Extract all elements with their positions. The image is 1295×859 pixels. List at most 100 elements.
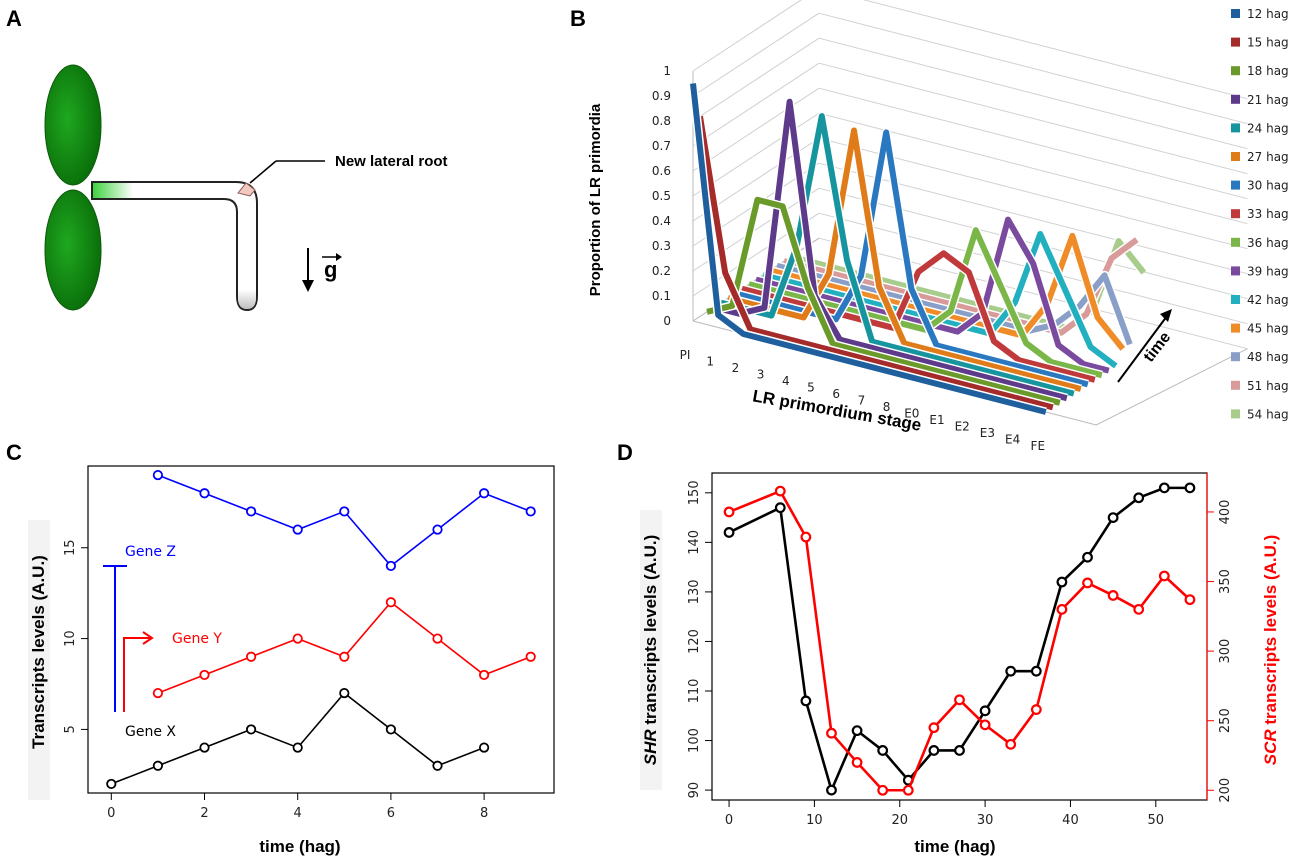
- d-right-tick-label: 350: [1218, 569, 1233, 594]
- d-point-SHR: [1056, 576, 1068, 588]
- d-point-SHR: [774, 502, 786, 514]
- b-legend-label: 39 hag: [1247, 264, 1289, 278]
- c-y-tick-label: 5: [63, 725, 78, 733]
- b-x-tick-label: E4: [1005, 433, 1020, 447]
- b-legend-swatch: [1231, 180, 1240, 190]
- d-left-tick-label: 150: [687, 480, 702, 505]
- b-y-tick-label: 0.8: [652, 114, 671, 128]
- b-series-ribbon-3: [713, 98, 1068, 402]
- root-tip: [238, 290, 256, 309]
- c-gene-y-arrow-head: [142, 631, 154, 645]
- d-point-SCR: [1107, 590, 1119, 601]
- d-point-SCR: [902, 784, 914, 796]
- b-side-gridline: [692, 12, 820, 97]
- d-point-SHR: [954, 745, 965, 756]
- d-point-SHR: [800, 695, 812, 707]
- c-point: [246, 506, 257, 517]
- panel-label-b: B: [570, 6, 586, 31]
- b-legend-swatch: [1231, 123, 1240, 133]
- b-x-tick-label: 6: [832, 387, 840, 401]
- d-point-SHR: [1082, 551, 1093, 563]
- b-series-ribbon-7: [741, 250, 1096, 383]
- c-point: [432, 633, 443, 644]
- cotyledon-lower: [44, 189, 102, 311]
- c-y-tick-label: 15: [63, 539, 78, 556]
- c-point: [525, 651, 536, 662]
- b-legend-swatch: [1231, 295, 1240, 304]
- c-point: [152, 687, 163, 699]
- b-legend-label: 42 hag: [1247, 293, 1289, 307]
- b-back-gridline: [818, 12, 1248, 125]
- d-point-SHR: [928, 745, 940, 756]
- d-point-SHR: [979, 705, 991, 717]
- b-y-tick-label: 0.7: [652, 139, 671, 153]
- c-gene-x-label: Gene X: [125, 724, 176, 740]
- b-legend: 12 hag 15 hag 18 hag 21 hag 24 hag 27 hag 30 h…: [1231, 7, 1289, 421]
- d-right-axis-label-rest: transcripts levels (A.U.): [1261, 535, 1280, 730]
- c-series-line-1: [157, 601, 531, 694]
- panel-a-diagram: New lateral root g: [44, 64, 448, 312]
- d-point-SCR: [1133, 603, 1145, 615]
- c-point: [152, 760, 163, 771]
- d-series: [723, 482, 1196, 796]
- panel-d-chart: 0 10 20 30 40 50 90 100 110 120 130 140 150 200 250 300…: [640, 472, 1280, 856]
- d-axes: 0 10 20 30 40 50 90 100 110 120 130 140 150 200 250 300…: [687, 473, 1233, 828]
- b-back-gridline: [818, 62, 1248, 175]
- c-point: [292, 742, 303, 753]
- c-ylabel-background: [28, 520, 50, 800]
- b-side-gridline: [692, 87, 820, 172]
- d-x-axis-label: time (hag): [914, 837, 995, 856]
- b-x-tick-label: E1: [929, 413, 944, 427]
- c-point: [385, 597, 396, 608]
- b-legend-swatch: [1231, 380, 1240, 390]
- b-series-ribbon-0: [690, 83, 1047, 415]
- d-point-SHR: [723, 527, 735, 538]
- c-point: [385, 724, 396, 735]
- gravity-vector-head: [336, 253, 342, 261]
- gravity-label: g: [324, 257, 337, 282]
- d-right-tick-label: 300: [1218, 639, 1233, 664]
- d-point-SCR: [800, 531, 812, 543]
- b-y-tick-label: 0.6: [652, 164, 671, 178]
- d-x-tick-label: 0: [725, 813, 733, 828]
- d-x-tick-label: 30: [977, 813, 994, 828]
- b-legend-swatch: [1231, 266, 1240, 276]
- b-y-tick-label: 0: [663, 314, 671, 328]
- b-legend-swatch: [1231, 323, 1240, 333]
- b-legend-swatch: [1231, 352, 1240, 362]
- c-axes: 0 2 4 6 8 5 10 15: [63, 539, 488, 821]
- b-series-ribbon-5: [727, 127, 1082, 392]
- b-legend-swatch: [1231, 94, 1240, 104]
- d-left-axis-label-rest: transcripts levels (A.U.): [641, 535, 660, 730]
- b-legend-label: 33 hag: [1247, 207, 1289, 221]
- b-legend-swatch: [1231, 152, 1240, 161]
- d-point-SCR: [979, 719, 991, 731]
- d-point-SCR: [851, 757, 863, 768]
- d-point-SHR: [1158, 482, 1170, 494]
- b-back-gridline: [818, 87, 1248, 200]
- b-x-tick-label: 4: [782, 374, 790, 388]
- new-lateral-root-label: New lateral root: [335, 153, 448, 170]
- b-legend-label: 36 hag: [1247, 236, 1289, 250]
- c-point: [199, 488, 210, 499]
- b-y-tick-label: 0.4: [652, 214, 671, 228]
- c-x-axis-label: time (hag): [259, 837, 340, 856]
- d-left-tick-label: 130: [687, 579, 702, 604]
- b-x-tick-label: PI: [680, 348, 691, 362]
- b-legend-swatch: [1231, 409, 1240, 419]
- d-point-SCR: [1082, 577, 1093, 589]
- b-side-gridline: [692, 62, 820, 147]
- b-x-ticks: PI 1 2 3 4 5 6 7 8 E0 E1 E2 E3 E4 FE: [680, 348, 1045, 453]
- d-ylabel-background: [640, 510, 662, 790]
- d-point-SCR: [1056, 603, 1068, 615]
- d-x-tick-label: 20: [891, 813, 908, 828]
- c-gene-y-label: Gene Y: [172, 631, 222, 647]
- c-x-tick-label: 6: [387, 806, 395, 821]
- b-legend-label: 51 hag: [1247, 379, 1289, 393]
- b-legend-label: 27 hag: [1247, 150, 1289, 164]
- b-y-tick-label: 0.5: [652, 189, 671, 203]
- d-right-tick-label: 250: [1218, 708, 1233, 733]
- b-y-tick-label: 0.9: [652, 89, 671, 103]
- b-legend-label: 24 hag: [1247, 121, 1289, 135]
